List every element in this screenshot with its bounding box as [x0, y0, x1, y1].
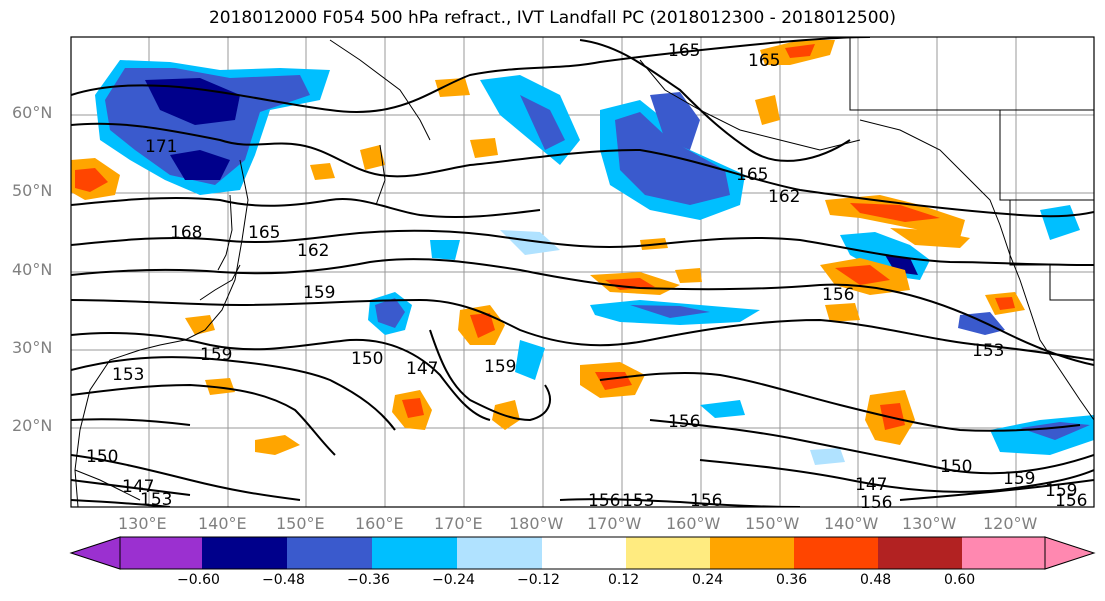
- colorbar-tick-label: −0.60: [177, 572, 220, 588]
- lon-label: 150°E: [276, 514, 325, 533]
- lon-label: 140°E: [198, 514, 247, 533]
- contour-label: 162: [768, 187, 800, 207]
- colorbar-tick-label: −0.12: [517, 572, 560, 588]
- lat-label: 50°N: [12, 181, 53, 200]
- contour-label: 165: [736, 165, 768, 185]
- colorbar-tick-label: 0.48: [860, 572, 892, 588]
- contour-label: 156: [690, 491, 722, 511]
- lon-label: 170°E: [434, 514, 483, 533]
- contour-label: 162: [297, 241, 329, 261]
- graticule: [71, 37, 1094, 507]
- colorbar-segment: [878, 537, 962, 569]
- contour-label: 168: [170, 223, 202, 243]
- contour-label: 153: [140, 490, 172, 510]
- lon-label: 130°W: [902, 514, 957, 533]
- contour-label: 159: [1003, 469, 1035, 489]
- contour-label: 159: [200, 345, 232, 365]
- lon-label: 180°W: [509, 514, 564, 533]
- contour-label: 156: [668, 412, 700, 432]
- colorbar: [69, 536, 1096, 570]
- contour-label: 153: [622, 491, 654, 511]
- contour-label: 150: [940, 457, 972, 477]
- lon-label: 170°W: [587, 514, 642, 533]
- lon-label: 140°W: [824, 514, 879, 533]
- contour-label: 159: [303, 283, 335, 303]
- lat-label: 60°N: [12, 103, 53, 122]
- contour-label: 171: [145, 137, 177, 157]
- contour-label: 150: [351, 349, 383, 369]
- lon-label: 160°E: [355, 514, 404, 533]
- height-contours: [71, 37, 1094, 507]
- colorbar-segment: [962, 537, 1045, 569]
- colorbar-segment: [626, 537, 710, 569]
- negative-refractivity-shading: [95, 60, 1094, 465]
- colorbar-segment: [542, 537, 626, 569]
- colorbar-segment: [457, 537, 542, 569]
- colorbar-tick-label: −0.36: [347, 572, 390, 588]
- colorbar-segment: [710, 537, 794, 569]
- lon-label: 130°E: [118, 514, 167, 533]
- colorbar-tick-label: −0.48: [262, 572, 305, 588]
- colorbar-segment: [372, 537, 457, 569]
- lat-label: 20°N: [12, 416, 53, 435]
- contour-label: 156: [588, 491, 620, 511]
- contour-label: 165: [248, 223, 280, 243]
- contour-label: 147: [406, 359, 438, 379]
- colorbar-segment: [202, 537, 287, 569]
- map-border: [70, 36, 1095, 508]
- lon-label: 120°W: [983, 514, 1038, 533]
- lon-label: 150°W: [745, 514, 800, 533]
- contour-label: 159: [1045, 481, 1077, 501]
- map-title: 2018012000 F054 500 hPa refract., IVT La…: [208, 8, 896, 28]
- colorbar-outline: [119, 536, 1046, 570]
- contour-label: 147: [122, 477, 154, 497]
- colorbar-segment: [794, 537, 878, 569]
- contour-label: 147: [855, 475, 887, 495]
- contour-label: 165: [668, 41, 700, 61]
- colorbar-tick-label: −0.24: [432, 572, 475, 588]
- contour-label: 156: [860, 493, 892, 513]
- colorbar-extend-low: [69, 536, 121, 570]
- colorbar-tick-label: 0.24: [692, 572, 724, 588]
- contour-label: 159: [484, 357, 516, 377]
- lat-label: 40°N: [12, 260, 53, 279]
- contour-label: 165: [748, 51, 780, 71]
- contour-label: 156: [822, 285, 854, 305]
- colorbar-tick-label: 0.36: [776, 572, 808, 588]
- contour-label: 153: [972, 341, 1004, 361]
- colorbar-extend-high: [1044, 536, 1096, 570]
- colorbar-tick-label: 0.12: [608, 572, 640, 588]
- colorbar-segment: [287, 537, 372, 569]
- contour-label: 156: [1055, 491, 1087, 511]
- contour-label-group: 165 165 165 162 171 168 165 162 159 156 …: [86, 41, 1087, 513]
- colorbar-segment: [120, 537, 202, 569]
- lon-label: 160°W: [666, 514, 721, 533]
- colorbar-tick-label: 0.60: [944, 572, 976, 588]
- contour-label: 153: [112, 365, 144, 385]
- contour-label: 150: [86, 447, 118, 467]
- lat-label: 30°N: [12, 338, 53, 357]
